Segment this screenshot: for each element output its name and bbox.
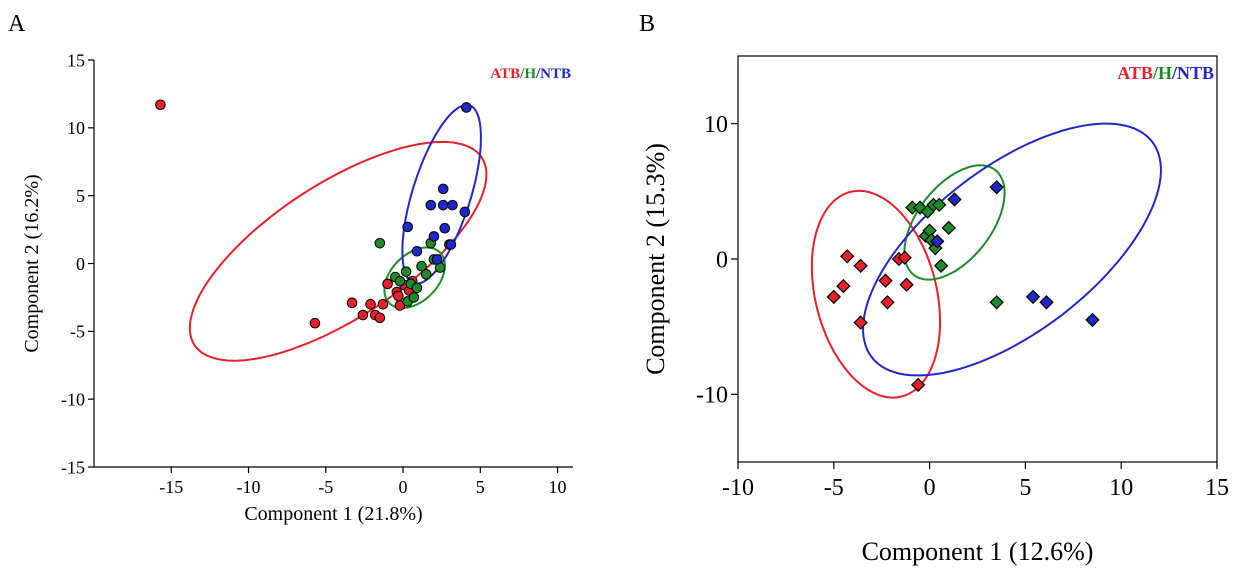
data-point-ntb [989, 180, 1004, 195]
data-point-h [411, 282, 423, 294]
data-point-atb [878, 273, 893, 288]
data-point-atb [840, 249, 855, 264]
x-tick-label: 5 [1019, 475, 1031, 501]
data-point-ntb [459, 206, 471, 218]
y-tick-label: 5 [76, 186, 85, 206]
data-point-ntb [447, 199, 458, 211]
data-point-ntb [431, 254, 443, 265]
data-point-ntb [411, 245, 423, 257]
data-point-h [989, 295, 1004, 310]
data-point-atb [897, 250, 912, 265]
y-tick-label: -10 [61, 389, 85, 409]
x-tick-label: 5 [476, 477, 485, 497]
y-axis-title: Component 2 (15.3%) [641, 143, 670, 375]
data-point-atb [826, 289, 841, 305]
x-tick-label: -10 [722, 475, 754, 501]
chart-panel-b: -10 -5 0 5 10 15 -10 0 10 Component 1 (12.6%) Comp… [641, 55, 1229, 566]
y-tick-label: 0 [716, 247, 728, 273]
y-tick-label: -15 [61, 457, 85, 477]
data-point-h [941, 220, 956, 236]
confidence-ellipse-ntb [862, 122, 1162, 377]
data-point-atb [382, 278, 393, 290]
data-point-h [932, 197, 947, 213]
legend: ATB/H/NTB [490, 66, 571, 82]
data-point-ntb [445, 239, 457, 250]
data-point-ntb [1039, 295, 1054, 310]
data-point-h [400, 266, 412, 277]
x-tick-label: 10 [549, 477, 567, 497]
legend-entry: ATB [490, 66, 520, 82]
confidence-ellipse-atb [810, 189, 941, 399]
data-point-atb [365, 298, 376, 310]
chart-panel-a: -15 -10 -5 0 5 10 -15 -10 -5 0 5 10 15 Component 1 (2… [21, 50, 573, 525]
data-point-atb [309, 317, 321, 329]
data-point-ntb [437, 199, 449, 211]
x-tick-label: 15 [1205, 475, 1229, 501]
confidence-ellipse-atb [188, 140, 488, 362]
data-point-atb [393, 290, 404, 302]
data-point-h [933, 258, 949, 273]
data-point-ntb [439, 222, 451, 234]
data-point-atb [374, 312, 386, 324]
plot-frame [737, 55, 1218, 463]
data-point-ntb [947, 192, 962, 207]
data-point-h [416, 260, 427, 272]
legend-entry: / [535, 66, 541, 82]
data-point-h [912, 200, 928, 215]
y-tick-label: 10 [704, 112, 728, 138]
data-point-atb [853, 258, 868, 273]
data-point-ntb [461, 102, 472, 113]
panel-label-b: B [639, 11, 655, 37]
legend-entry: / [519, 66, 525, 82]
data-point-ntb [425, 199, 437, 211]
data-point-h [408, 292, 420, 303]
data-point-ntb [1025, 289, 1041, 305]
x-tick-label: -5 [318, 477, 333, 497]
x-tick-label: 0 [924, 475, 936, 501]
legend-entry: H [524, 66, 536, 82]
data-point-ntb [437, 183, 449, 195]
data-point-atb [910, 377, 926, 393]
panel-label-a: A [8, 11, 26, 37]
data-point-atb [880, 295, 895, 310]
data-point-ntb [428, 231, 440, 242]
data-point-ntb [930, 234, 945, 249]
y-tick-label: 0 [76, 254, 85, 274]
data-point-h [374, 237, 386, 249]
data-point-atb [357, 309, 369, 321]
legend: ATB/H/NTB [1117, 63, 1214, 83]
data-point-atb [899, 277, 914, 292]
data-point-atb [155, 99, 166, 111]
x-axis-title: Component 1 (12.6%) [862, 537, 1094, 566]
data-point-h [394, 275, 406, 287]
legend-entry: NTB [1177, 63, 1214, 83]
legend-entry: / [1152, 63, 1159, 83]
data-point-atb [836, 278, 851, 294]
data-point-h [420, 269, 432, 280]
data-point-atb [853, 315, 868, 330]
y-tick-label: 15 [67, 50, 85, 70]
y-axis-title: Component 2 (16.2%) [21, 174, 43, 352]
x-tick-label: 10 [1109, 475, 1133, 501]
legend-entry: / [1171, 63, 1178, 83]
x-tick-label: -15 [159, 477, 183, 497]
confidence-ellipse-h [383, 246, 446, 309]
y-tick-label: -10 [696, 383, 728, 409]
legend-entry: NTB [540, 66, 571, 82]
data-point-atb [377, 298, 389, 310]
confidence-ellipse-ntb [401, 104, 482, 285]
legend-entry: ATB [1117, 63, 1153, 83]
data-point-atb [346, 297, 358, 309]
x-tick-label: 0 [399, 477, 408, 497]
y-tick-label: 10 [67, 118, 85, 138]
x-tick-label: -10 [237, 477, 261, 497]
legend-entry: H [1158, 63, 1172, 83]
confidence-ellipse-h [903, 164, 1006, 281]
x-tick-label: -5 [824, 475, 844, 501]
data-point-ntb [1085, 312, 1100, 328]
data-point-ntb [402, 221, 413, 233]
x-axis-title: Component 1 (21.8%) [244, 503, 422, 525]
y-tick-label: -5 [70, 322, 85, 342]
